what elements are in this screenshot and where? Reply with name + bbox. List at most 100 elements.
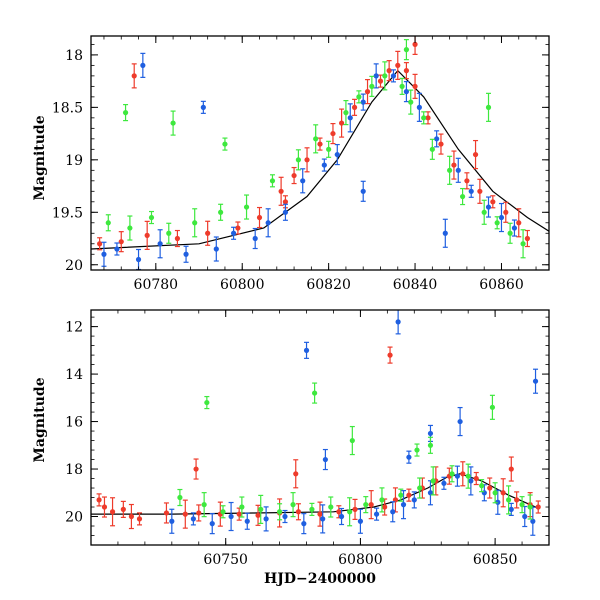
data-point bbox=[200, 104, 206, 110]
series-3 bbox=[177, 382, 533, 527]
x-tick-label: 60840 bbox=[393, 277, 438, 293]
data-point bbox=[412, 83, 418, 89]
data-point bbox=[263, 516, 269, 522]
data-point bbox=[508, 506, 514, 512]
data-point bbox=[516, 220, 522, 226]
data-point bbox=[414, 447, 420, 453]
series-1 bbox=[96, 346, 541, 530]
data-point bbox=[427, 442, 434, 448]
data-point bbox=[490, 199, 496, 205]
data-point bbox=[96, 497, 102, 503]
data-point bbox=[320, 516, 326, 522]
data-point bbox=[222, 141, 228, 147]
data-point bbox=[369, 83, 375, 89]
data-point bbox=[276, 509, 283, 515]
data-point bbox=[166, 230, 172, 236]
data-point bbox=[535, 504, 541, 510]
y-tick-label: 19 bbox=[65, 153, 83, 169]
data-point bbox=[505, 497, 512, 503]
data-point bbox=[317, 511, 323, 517]
data-point bbox=[498, 214, 505, 221]
data-point bbox=[343, 110, 349, 116]
data-point bbox=[430, 478, 436, 484]
data-point bbox=[357, 518, 364, 524]
data-point bbox=[472, 151, 479, 158]
data-point bbox=[230, 230, 237, 236]
data-point bbox=[465, 473, 471, 479]
data-point bbox=[313, 136, 319, 142]
data-point bbox=[530, 518, 536, 524]
data-point bbox=[352, 506, 358, 512]
data-point bbox=[127, 225, 133, 231]
data-point bbox=[438, 141, 444, 147]
data-point bbox=[382, 73, 388, 79]
data-point bbox=[360, 99, 366, 105]
data-point bbox=[282, 209, 289, 215]
data-point bbox=[183, 251, 189, 257]
data-point bbox=[347, 509, 353, 515]
data-point bbox=[236, 511, 242, 517]
y-tick-label: 14 bbox=[65, 367, 83, 383]
plot-area bbox=[91, 310, 541, 536]
data-point bbox=[157, 241, 163, 247]
data-point bbox=[382, 504, 388, 510]
data-point bbox=[500, 490, 506, 496]
data-point bbox=[120, 506, 126, 512]
data-point bbox=[395, 319, 401, 325]
plot-frame bbox=[90, 35, 550, 271]
data-point bbox=[301, 521, 307, 527]
data-point bbox=[282, 513, 288, 520]
data-point bbox=[390, 73, 397, 79]
data-point bbox=[252, 235, 258, 242]
data-point bbox=[421, 115, 427, 121]
data-point bbox=[459, 193, 466, 200]
data-point bbox=[174, 235, 181, 242]
data-point bbox=[519, 502, 525, 508]
y-tick-label: 18.5 bbox=[52, 100, 83, 116]
data-point bbox=[464, 178, 470, 184]
y-tick-label: 18 bbox=[65, 48, 83, 64]
data-point bbox=[403, 68, 410, 74]
x-tick-label: 60800 bbox=[220, 277, 265, 293]
data-point bbox=[425, 115, 431, 121]
data-point bbox=[427, 430, 434, 437]
data-point bbox=[387, 352, 393, 358]
data-point bbox=[317, 141, 323, 147]
data-point bbox=[398, 492, 404, 498]
data-point bbox=[417, 485, 423, 491]
data-point bbox=[400, 502, 407, 508]
data-point bbox=[209, 521, 215, 527]
data-point bbox=[364, 89, 371, 95]
data-point bbox=[220, 509, 226, 515]
data-point bbox=[399, 83, 405, 89]
data-point bbox=[218, 209, 224, 215]
data-point bbox=[390, 509, 396, 515]
data-point bbox=[290, 502, 296, 508]
plot-area bbox=[91, 36, 549, 270]
data-point bbox=[256, 214, 263, 221]
data-point bbox=[235, 225, 241, 231]
data-point bbox=[403, 89, 410, 95]
data-point bbox=[182, 511, 188, 517]
x-tick-label: 60850 bbox=[473, 552, 518, 568]
data-point bbox=[170, 120, 176, 126]
data-point bbox=[336, 509, 342, 515]
data-point bbox=[492, 490, 498, 496]
y-axis-label-bottom: Magnitude bbox=[32, 377, 48, 462]
y-tick-label: 16 bbox=[65, 415, 83, 431]
plot-frame bbox=[90, 309, 550, 546]
data-point bbox=[363, 502, 369, 508]
data-point bbox=[109, 509, 116, 515]
data-point bbox=[351, 104, 358, 110]
data-point bbox=[193, 466, 199, 472]
data-point bbox=[360, 188, 366, 194]
data-point bbox=[379, 497, 385, 503]
data-point bbox=[128, 513, 135, 520]
data-point bbox=[449, 471, 455, 477]
data-point bbox=[386, 68, 392, 74]
data-point bbox=[300, 178, 306, 184]
data-point bbox=[457, 418, 463, 425]
data-point bbox=[312, 390, 318, 396]
data-point bbox=[114, 246, 120, 252]
